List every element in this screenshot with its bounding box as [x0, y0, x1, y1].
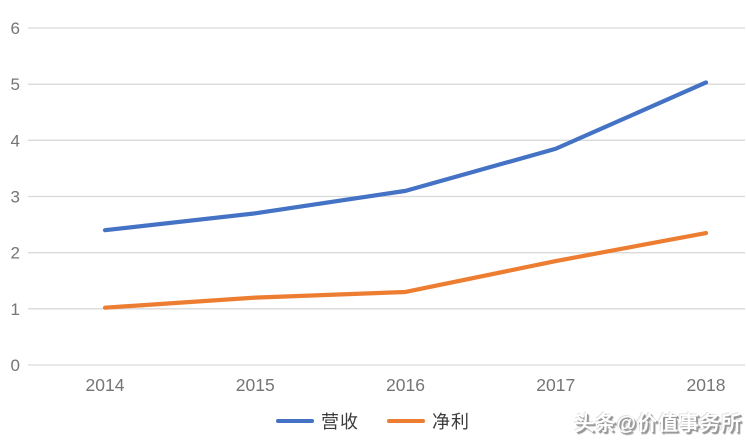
y-axis-tick-label: 6	[11, 19, 20, 38]
x-axis-tick-label: 2016	[386, 375, 425, 395]
x-axis-tick-label: 2018	[687, 375, 726, 395]
y-axis-tick-label: 0	[11, 356, 20, 375]
x-axis-tick-label: 2014	[86, 375, 125, 395]
series-line-net-profit	[102, 230, 709, 310]
y-axis-tick-label: 4	[11, 131, 20, 150]
y-axis-tick-label: 5	[11, 75, 20, 94]
series-line-revenue	[102, 80, 709, 233]
x-axis-tick-label: 2017	[536, 375, 575, 395]
y-axis-tick-label: 1	[11, 300, 20, 319]
y-axis-tick-label: 2	[11, 244, 20, 263]
y-axis-tick-label: 3	[11, 188, 20, 207]
x-axis-tick-label: 2015	[236, 375, 275, 395]
